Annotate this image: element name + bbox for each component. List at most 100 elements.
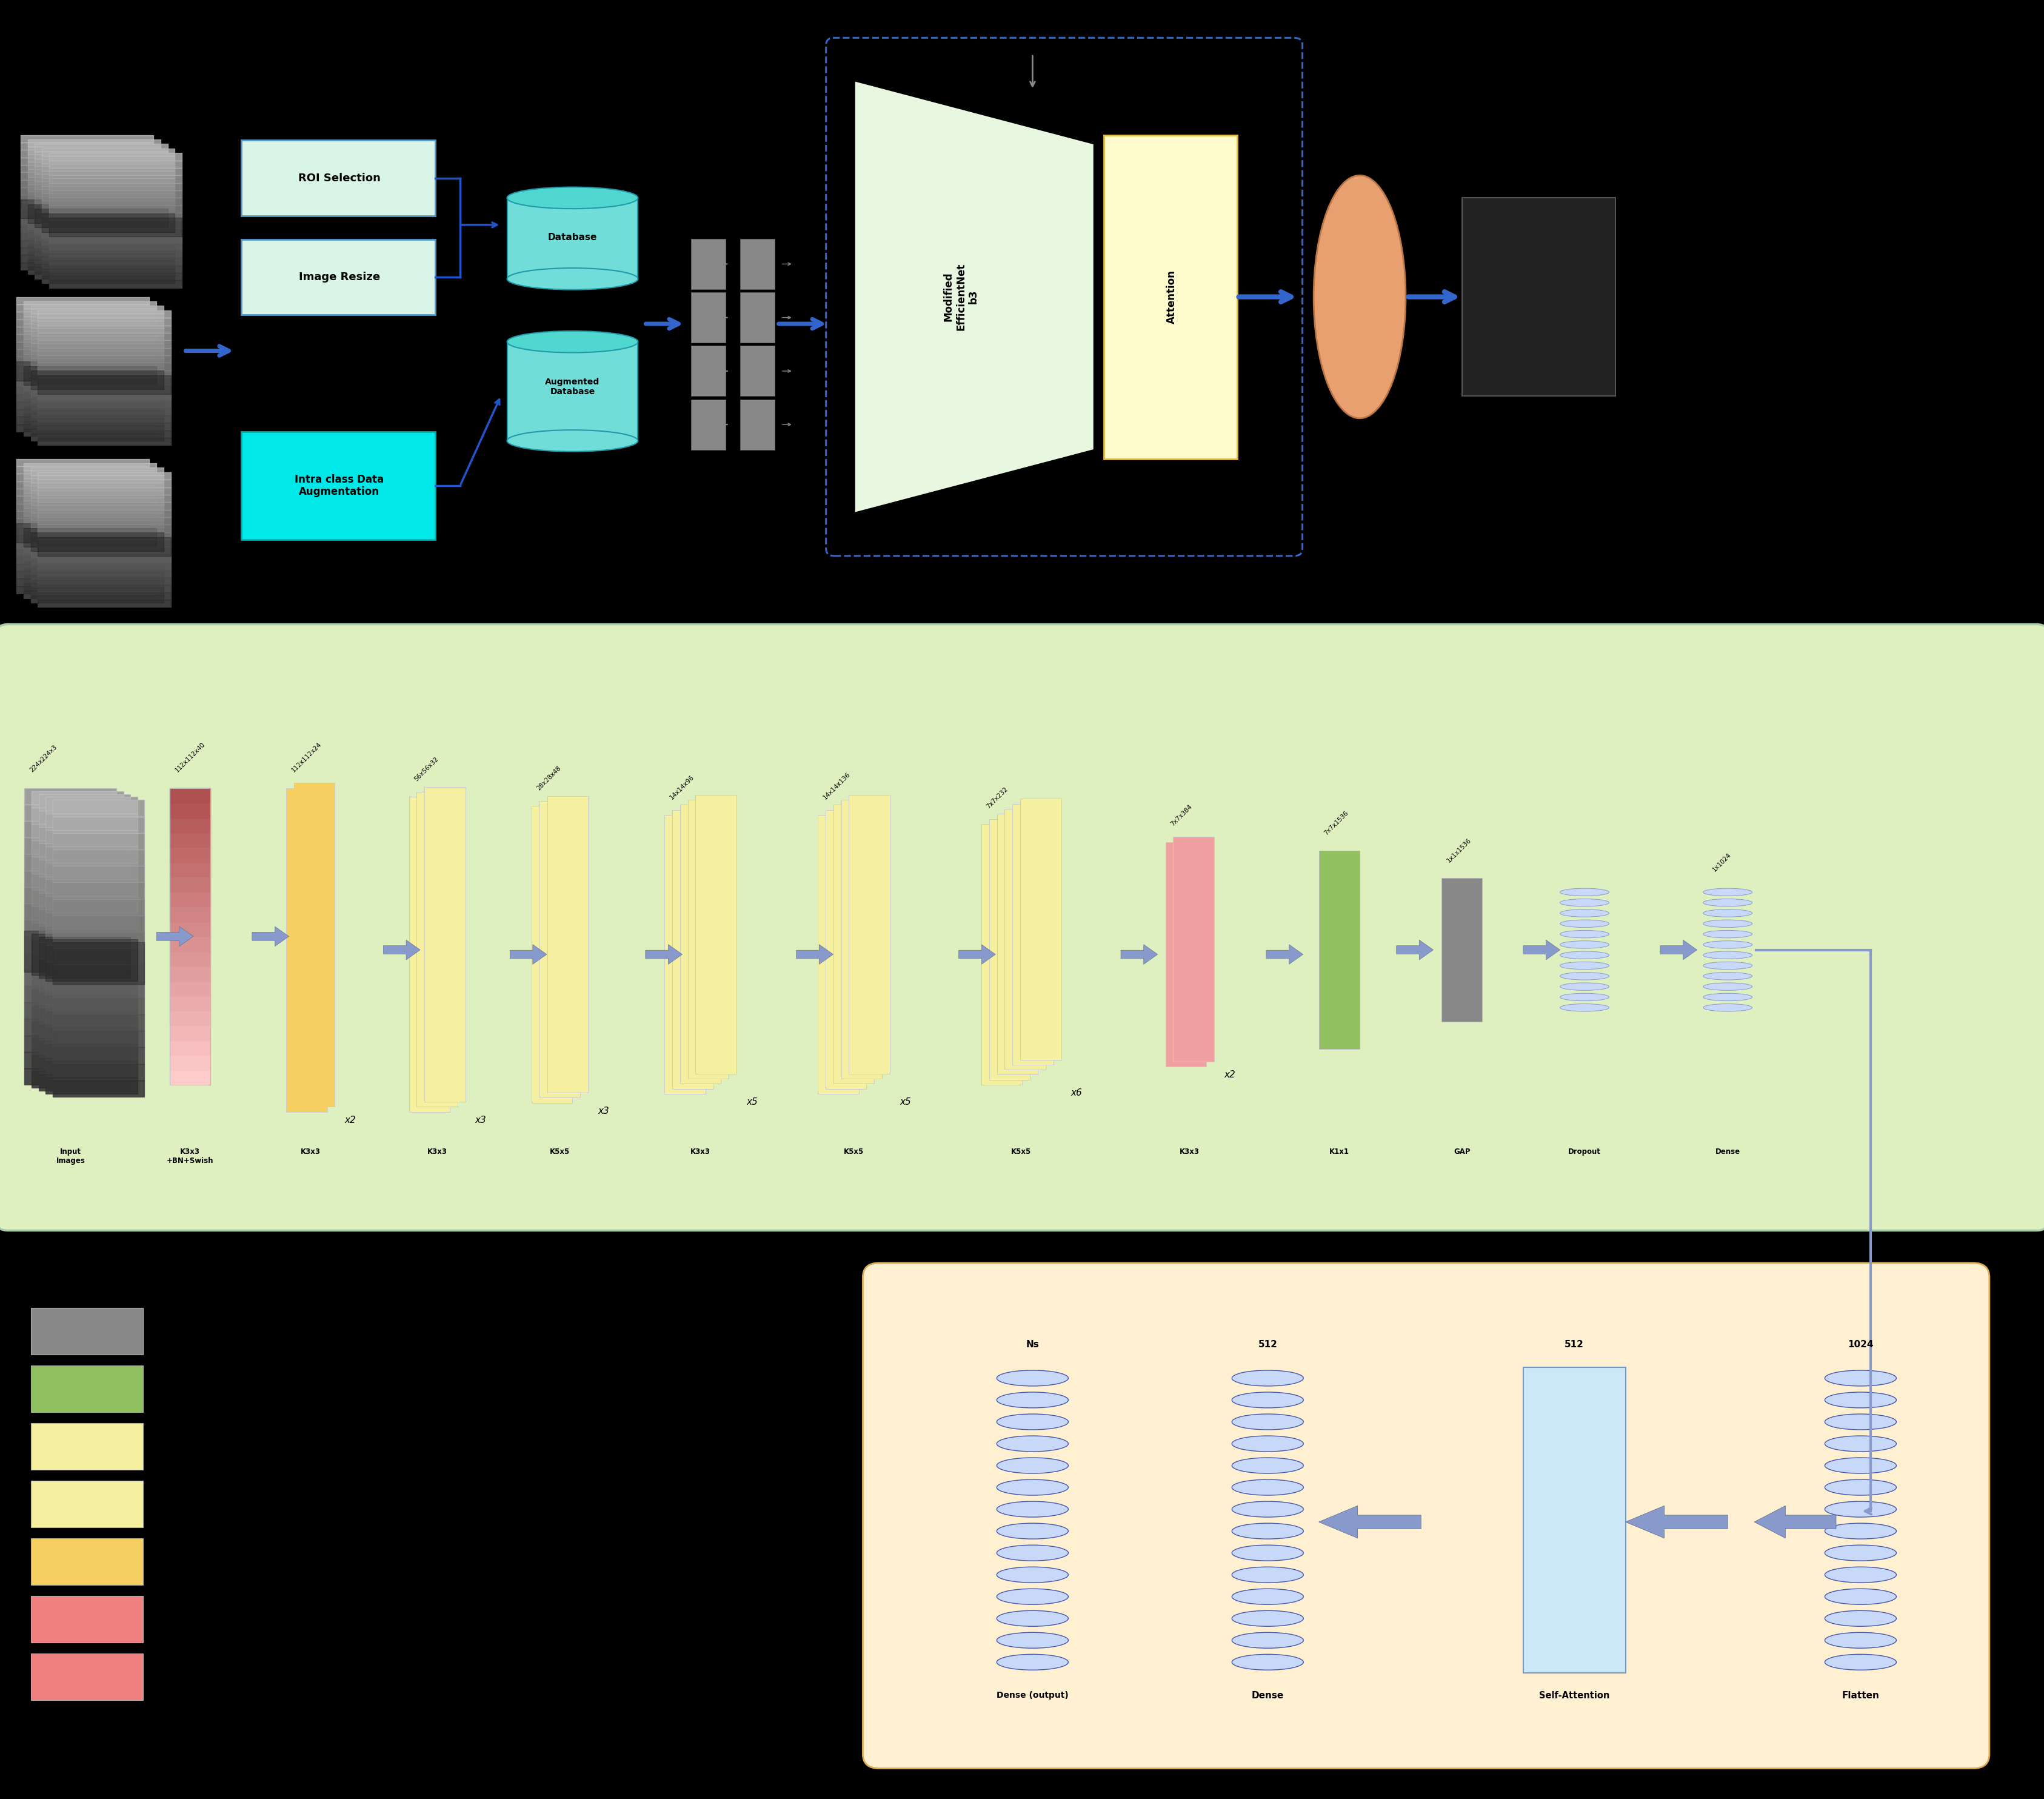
Ellipse shape bbox=[1230, 1436, 1304, 1452]
FancyBboxPatch shape bbox=[687, 801, 728, 1079]
FancyBboxPatch shape bbox=[37, 471, 172, 606]
Text: K3x3: K3x3 bbox=[1179, 1148, 1200, 1155]
Text: K1x1: K1x1 bbox=[1329, 1148, 1349, 1155]
Ellipse shape bbox=[1825, 1457, 1897, 1473]
FancyBboxPatch shape bbox=[16, 459, 149, 594]
Text: 112x112x40: 112x112x40 bbox=[174, 741, 206, 774]
Ellipse shape bbox=[1825, 1545, 1897, 1562]
Polygon shape bbox=[646, 944, 683, 964]
FancyBboxPatch shape bbox=[409, 797, 450, 1112]
FancyBboxPatch shape bbox=[1441, 878, 1482, 1022]
Ellipse shape bbox=[1825, 1479, 1897, 1495]
Ellipse shape bbox=[997, 1414, 1067, 1430]
Ellipse shape bbox=[1312, 175, 1406, 417]
Text: Dense: Dense bbox=[1251, 1691, 1284, 1700]
Text: Intra class Data
Augmentation: Intra class Data Augmentation bbox=[294, 473, 384, 498]
FancyBboxPatch shape bbox=[664, 815, 705, 1094]
FancyBboxPatch shape bbox=[507, 342, 638, 441]
Ellipse shape bbox=[1560, 993, 1609, 1000]
Text: Flatten: Flatten bbox=[1842, 1691, 1878, 1700]
Ellipse shape bbox=[1560, 1004, 1609, 1011]
Text: Image Resize: Image Resize bbox=[298, 272, 380, 282]
FancyBboxPatch shape bbox=[39, 793, 131, 1090]
Text: Attention: Attention bbox=[1165, 270, 1177, 324]
Text: 14x14x96: 14x14x96 bbox=[668, 774, 695, 801]
Text: 224x224x3: 224x224x3 bbox=[29, 745, 57, 774]
Text: Database: Database bbox=[548, 232, 597, 243]
Ellipse shape bbox=[997, 1610, 1067, 1626]
FancyBboxPatch shape bbox=[740, 399, 775, 450]
Text: 1x1x1536: 1x1x1536 bbox=[1445, 837, 1472, 864]
Text: Dense: Dense bbox=[1715, 1148, 1739, 1155]
Polygon shape bbox=[509, 944, 546, 964]
Ellipse shape bbox=[1825, 1655, 1897, 1669]
Ellipse shape bbox=[1560, 982, 1609, 991]
Ellipse shape bbox=[1560, 900, 1609, 907]
Ellipse shape bbox=[1230, 1524, 1304, 1538]
Polygon shape bbox=[157, 926, 194, 946]
Text: Dense (output): Dense (output) bbox=[995, 1691, 1069, 1700]
FancyBboxPatch shape bbox=[31, 1423, 143, 1470]
Ellipse shape bbox=[1560, 941, 1609, 948]
FancyBboxPatch shape bbox=[1104, 135, 1237, 459]
Text: Modified
EfficientNet
b3: Modified EfficientNet b3 bbox=[942, 263, 979, 331]
Ellipse shape bbox=[1230, 1632, 1304, 1648]
FancyBboxPatch shape bbox=[0, 624, 2044, 1231]
Text: 512: 512 bbox=[1564, 1340, 1584, 1349]
FancyBboxPatch shape bbox=[840, 801, 881, 1079]
Text: K5x5: K5x5 bbox=[550, 1148, 570, 1155]
FancyBboxPatch shape bbox=[507, 198, 638, 279]
Text: Ns: Ns bbox=[1026, 1340, 1038, 1349]
FancyBboxPatch shape bbox=[53, 801, 145, 1097]
FancyBboxPatch shape bbox=[691, 399, 726, 450]
Ellipse shape bbox=[997, 1457, 1067, 1473]
Ellipse shape bbox=[997, 1479, 1067, 1495]
FancyBboxPatch shape bbox=[241, 140, 435, 216]
Ellipse shape bbox=[507, 331, 638, 353]
Ellipse shape bbox=[1703, 889, 1752, 896]
FancyBboxPatch shape bbox=[834, 804, 875, 1083]
FancyBboxPatch shape bbox=[1318, 851, 1359, 1049]
Text: x5: x5 bbox=[899, 1097, 912, 1106]
FancyBboxPatch shape bbox=[31, 1596, 143, 1642]
Polygon shape bbox=[959, 944, 995, 964]
FancyBboxPatch shape bbox=[691, 239, 726, 290]
Text: 56x56x32: 56x56x32 bbox=[413, 756, 439, 783]
FancyBboxPatch shape bbox=[417, 792, 458, 1106]
Polygon shape bbox=[1660, 939, 1697, 959]
Text: 28x28x48: 28x28x48 bbox=[536, 765, 562, 792]
FancyBboxPatch shape bbox=[818, 815, 858, 1094]
FancyBboxPatch shape bbox=[31, 792, 123, 1088]
Polygon shape bbox=[1754, 1506, 1836, 1538]
FancyBboxPatch shape bbox=[740, 239, 775, 290]
FancyBboxPatch shape bbox=[31, 1538, 143, 1585]
FancyBboxPatch shape bbox=[1523, 1367, 1625, 1673]
FancyBboxPatch shape bbox=[35, 144, 168, 279]
Ellipse shape bbox=[1703, 930, 1752, 937]
Text: K3x3: K3x3 bbox=[300, 1148, 321, 1155]
Text: K3x3: K3x3 bbox=[427, 1148, 448, 1155]
Ellipse shape bbox=[997, 1524, 1067, 1538]
Ellipse shape bbox=[1230, 1479, 1304, 1495]
Ellipse shape bbox=[1230, 1414, 1304, 1430]
Ellipse shape bbox=[1703, 952, 1752, 959]
FancyBboxPatch shape bbox=[691, 291, 726, 342]
Ellipse shape bbox=[1825, 1392, 1897, 1409]
FancyBboxPatch shape bbox=[31, 306, 164, 441]
Text: 14x14x136: 14x14x136 bbox=[822, 772, 850, 801]
Polygon shape bbox=[854, 81, 1094, 513]
Ellipse shape bbox=[1560, 971, 1609, 980]
Ellipse shape bbox=[1825, 1610, 1897, 1626]
Ellipse shape bbox=[1230, 1457, 1304, 1473]
Ellipse shape bbox=[507, 268, 638, 290]
Polygon shape bbox=[1396, 939, 1433, 959]
Ellipse shape bbox=[1825, 1371, 1897, 1385]
Ellipse shape bbox=[1703, 900, 1752, 907]
FancyBboxPatch shape bbox=[241, 239, 435, 315]
Ellipse shape bbox=[997, 1589, 1067, 1605]
Text: 7x7x1536: 7x7x1536 bbox=[1322, 810, 1349, 837]
Ellipse shape bbox=[1703, 1004, 1752, 1011]
FancyBboxPatch shape bbox=[31, 1365, 143, 1412]
FancyBboxPatch shape bbox=[740, 345, 775, 396]
FancyBboxPatch shape bbox=[286, 788, 327, 1112]
